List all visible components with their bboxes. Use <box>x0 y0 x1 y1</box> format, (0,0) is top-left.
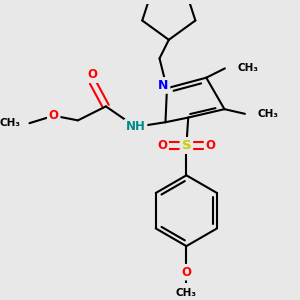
Text: CH₃: CH₃ <box>0 118 20 128</box>
Text: O: O <box>182 266 191 279</box>
Text: CH₃: CH₃ <box>238 63 259 74</box>
Text: NH: NH <box>126 120 146 134</box>
Text: O: O <box>88 68 98 81</box>
Text: O: O <box>206 139 216 152</box>
Text: N: N <box>158 79 168 92</box>
Text: S: S <box>182 139 191 152</box>
Text: CH₃: CH₃ <box>176 288 197 298</box>
Text: O: O <box>157 139 167 152</box>
Text: CH₃: CH₃ <box>258 109 279 119</box>
Text: O: O <box>49 109 59 122</box>
